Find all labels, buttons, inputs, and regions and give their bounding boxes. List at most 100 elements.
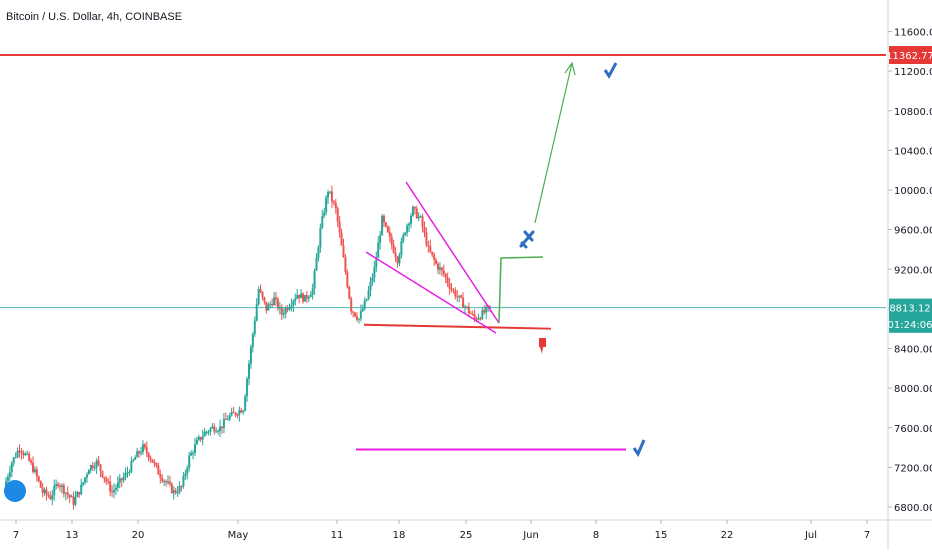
candle-body bbox=[273, 297, 276, 306]
candle-body bbox=[107, 481, 110, 483]
candle-body bbox=[275, 297, 277, 299]
candle-body bbox=[307, 297, 310, 299]
candle-body bbox=[419, 216, 422, 218]
candle-body bbox=[471, 313, 474, 315]
candle-body bbox=[57, 483, 60, 487]
candle-body bbox=[462, 297, 465, 308]
candle-body bbox=[192, 452, 195, 454]
candle-body bbox=[221, 426, 223, 428]
candle-body bbox=[255, 304, 258, 321]
candle-body bbox=[113, 489, 115, 493]
candle-body bbox=[89, 465, 92, 471]
candle-body bbox=[302, 293, 304, 302]
candle-body bbox=[415, 208, 418, 219]
candle-body bbox=[340, 232, 343, 246]
x-tick-label: 7 bbox=[864, 530, 870, 541]
candle-body bbox=[222, 418, 225, 428]
target-arrowhead bbox=[564, 61, 576, 76]
candle-body bbox=[66, 492, 69, 495]
candle-body bbox=[205, 431, 208, 433]
candle-body bbox=[62, 485, 65, 494]
candle-body bbox=[371, 277, 374, 282]
candle-body bbox=[209, 428, 212, 432]
candle-body bbox=[356, 316, 358, 320]
candle-body bbox=[315, 258, 318, 271]
y-tick-label: 7600.00 bbox=[894, 424, 932, 435]
candle-body bbox=[257, 289, 260, 305]
candle-body bbox=[161, 477, 164, 482]
candle-body bbox=[194, 444, 196, 453]
candle-body bbox=[246, 378, 249, 397]
candle-body bbox=[232, 411, 235, 413]
candle-body bbox=[437, 263, 439, 270]
chart-title: Bitcoin / U.S. Dollar, 4h, COINBASE bbox=[6, 11, 183, 23]
candle-body bbox=[180, 486, 183, 488]
candle-body bbox=[6, 476, 9, 482]
candle-body bbox=[398, 254, 401, 264]
candle-body bbox=[435, 259, 438, 264]
x-tick-label: May bbox=[228, 530, 249, 541]
candle-body bbox=[417, 216, 420, 219]
candle-body bbox=[12, 457, 15, 464]
candle-body bbox=[271, 303, 274, 306]
candle-body bbox=[244, 396, 247, 411]
candle-body bbox=[425, 232, 428, 246]
candle-body bbox=[296, 294, 299, 299]
candle-body bbox=[313, 270, 316, 289]
candle-body bbox=[64, 492, 67, 494]
candle-body bbox=[28, 453, 31, 461]
candle-body bbox=[24, 453, 27, 455]
candle-body bbox=[467, 306, 470, 314]
candle-body bbox=[16, 450, 19, 458]
target-arrow-line bbox=[534, 62, 573, 224]
candle-body bbox=[327, 191, 330, 198]
candle-body bbox=[269, 303, 272, 305]
candle-body bbox=[240, 410, 243, 413]
candle-body bbox=[170, 483, 173, 493]
candle-body bbox=[489, 305, 492, 307]
candle-body bbox=[37, 476, 40, 482]
price-badge-label: 8813.12 bbox=[889, 304, 930, 315]
candle-body bbox=[219, 426, 222, 432]
candle-body bbox=[388, 232, 391, 237]
candle-body bbox=[18, 450, 21, 452]
candle-body bbox=[190, 452, 193, 456]
candle-body bbox=[109, 481, 112, 492]
candle-body bbox=[149, 458, 152, 460]
candle-body bbox=[286, 308, 289, 310]
candle-body bbox=[236, 414, 239, 416]
candle-body bbox=[87, 470, 90, 475]
candle-body bbox=[143, 444, 146, 448]
price-badge-label: 01:24:06 bbox=[888, 320, 932, 331]
candle-body bbox=[361, 308, 364, 312]
candle-body bbox=[130, 461, 133, 473]
candle-body bbox=[473, 314, 476, 319]
candle-body bbox=[59, 486, 61, 488]
candle-body bbox=[201, 436, 204, 440]
candle-body bbox=[406, 225, 409, 233]
candle-body bbox=[217, 431, 220, 433]
candle-body bbox=[329, 191, 331, 193]
price-badge bbox=[889, 314, 932, 333]
candle-body bbox=[394, 252, 397, 258]
candle-body bbox=[84, 477, 87, 483]
candle-body bbox=[136, 451, 139, 458]
candle-body bbox=[151, 459, 154, 463]
candle-body bbox=[323, 212, 326, 217]
candle-body bbox=[182, 476, 185, 487]
candle-body bbox=[444, 274, 447, 278]
candle-body bbox=[429, 246, 432, 252]
checkmark-icon bbox=[603, 62, 618, 79]
candle-body bbox=[53, 485, 56, 496]
candle-body bbox=[124, 472, 127, 477]
candle-body bbox=[427, 245, 430, 247]
candle-body bbox=[128, 472, 131, 474]
candle-body bbox=[384, 222, 387, 227]
candle-body bbox=[408, 223, 411, 226]
y-tick-label: 10400.00 bbox=[894, 146, 932, 157]
candle-body bbox=[197, 437, 200, 440]
candle-body bbox=[174, 490, 177, 493]
price-badge bbox=[889, 46, 932, 65]
